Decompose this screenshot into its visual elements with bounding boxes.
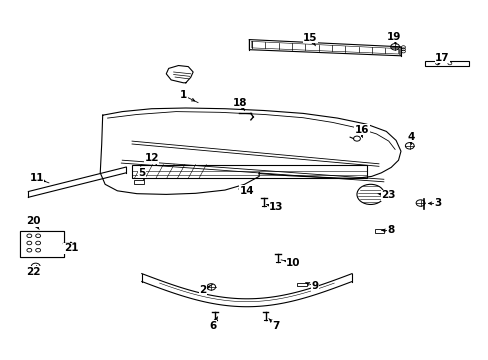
Text: 8: 8 (387, 225, 394, 235)
Text: 22: 22 (26, 267, 41, 277)
Text: 4: 4 (406, 132, 414, 142)
FancyBboxPatch shape (20, 231, 63, 257)
Text: 23: 23 (381, 190, 395, 201)
Text: 19: 19 (386, 32, 400, 42)
Text: 5: 5 (138, 168, 145, 178)
Bar (374, 229, 384, 233)
Text: 16: 16 (354, 125, 368, 135)
Text: 2: 2 (199, 285, 206, 295)
Text: 7: 7 (272, 321, 280, 331)
Text: 11: 11 (29, 173, 44, 183)
Text: 17: 17 (434, 53, 449, 63)
Text: 18: 18 (232, 98, 246, 108)
Text: 1: 1 (180, 90, 186, 100)
Bar (132, 165, 366, 178)
Text: 15: 15 (303, 33, 317, 43)
Text: 6: 6 (209, 321, 216, 331)
Bar (297, 283, 306, 286)
Bar (20, 231, 63, 257)
Text: 10: 10 (285, 258, 300, 268)
Text: 12: 12 (144, 153, 159, 163)
Text: 3: 3 (433, 198, 440, 208)
Text: 9: 9 (311, 281, 318, 291)
Text: 14: 14 (239, 186, 254, 196)
Bar (425, 61, 468, 66)
Text: 21: 21 (63, 243, 78, 253)
Text: 13: 13 (268, 202, 283, 212)
Text: 20: 20 (26, 216, 41, 226)
Bar (134, 180, 144, 184)
